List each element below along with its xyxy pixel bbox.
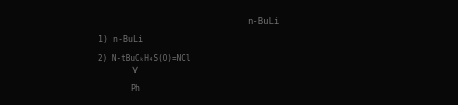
Text: 1) n-BuLi: 1) n-BuLi xyxy=(98,35,143,44)
Text: Ph: Ph xyxy=(130,84,140,93)
Text: n-BuLi: n-BuLi xyxy=(247,16,279,26)
Text: 2) N-tBuCₖH₄S(O)=NCl: 2) N-tBuCₖH₄S(O)=NCl xyxy=(98,54,191,63)
